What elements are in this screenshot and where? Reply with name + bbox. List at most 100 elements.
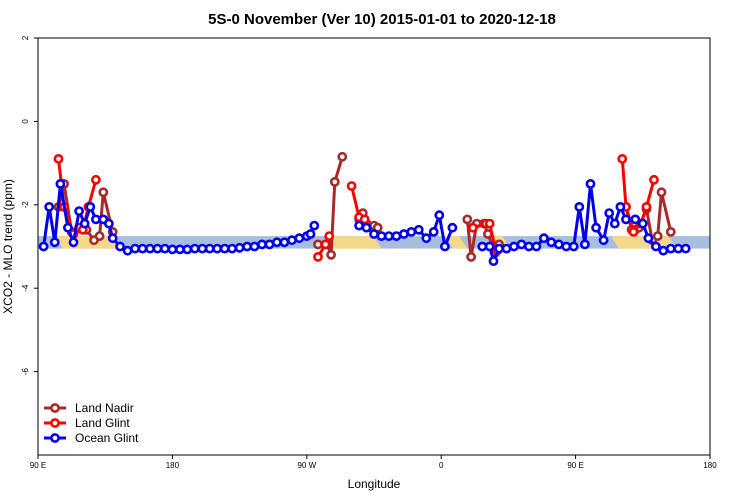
legend-label-1: Land Glint bbox=[75, 416, 130, 430]
series-1-point-3-0 bbox=[467, 222, 478, 233]
series-2-point-0-20 bbox=[167, 244, 178, 255]
series-2-point-1-12 bbox=[439, 241, 450, 252]
y-tick-label-4: -6 bbox=[21, 367, 30, 375]
series-2-point-2-28 bbox=[665, 243, 676, 254]
series-2-point-0-1 bbox=[44, 201, 55, 212]
series-2-point-1-2 bbox=[369, 229, 379, 239]
x-axis-label: Longitude bbox=[348, 477, 401, 491]
series-2-point-0-28 bbox=[227, 243, 237, 254]
series-2-point-0-16 bbox=[137, 243, 148, 254]
series-2-point-2-19 bbox=[604, 208, 615, 218]
series-2-point-2-22 bbox=[621, 214, 631, 225]
series-2-point-0-13 bbox=[115, 241, 125, 252]
series-2-point-2-21 bbox=[615, 201, 626, 212]
series-2-point-0-37 bbox=[294, 233, 305, 244]
series-2-point-0-2 bbox=[49, 237, 60, 248]
series-2-point-0-11 bbox=[104, 218, 114, 229]
series-2-point-0-32 bbox=[257, 239, 267, 250]
series-2-point-2-4 bbox=[501, 243, 512, 254]
series-2-point-0-4 bbox=[63, 222, 73, 233]
series-2-point-2-14 bbox=[574, 201, 585, 212]
series-2-point-1-8 bbox=[413, 224, 424, 235]
series-2-point-2-13 bbox=[568, 241, 579, 252]
series-2-point-0-35 bbox=[279, 237, 290, 248]
series-2-point-2-26 bbox=[651, 241, 661, 252]
series-0-point-1-0 bbox=[313, 239, 323, 250]
series-2-point-0-25 bbox=[204, 243, 215, 254]
x-tick-label-3: 0 bbox=[439, 461, 444, 470]
series-2-point-0-0 bbox=[38, 241, 49, 252]
y-tick-label-3: -4 bbox=[21, 284, 30, 292]
series-0-point-4-7 bbox=[656, 187, 667, 198]
series-0-point-0-6 bbox=[94, 231, 105, 241]
series-2-point-0-29 bbox=[234, 242, 245, 253]
series-2-point-2-25 bbox=[643, 233, 654, 244]
series-2-point-2-11 bbox=[553, 239, 564, 250]
series-2-point-2-20 bbox=[609, 218, 620, 229]
series-2-point-2-18 bbox=[598, 235, 609, 246]
series-1-point-2-2 bbox=[359, 214, 370, 225]
legend-marker-1 bbox=[50, 418, 60, 428]
series-2-point-1-1 bbox=[361, 222, 372, 233]
series-0-point-0-7 bbox=[98, 187, 109, 198]
x-tick-label-1: 180 bbox=[166, 461, 180, 470]
legend-label-2: Ocean Glint bbox=[75, 431, 139, 445]
series-2-point-1-7 bbox=[406, 226, 417, 237]
series-2-point-1-13 bbox=[447, 222, 458, 233]
plot-frame bbox=[37, 37, 711, 456]
land-band-2 bbox=[444, 236, 468, 249]
series-2-point-0-12 bbox=[107, 233, 118, 244]
series-2-point-1-5 bbox=[391, 231, 402, 241]
series-0-point-1-4 bbox=[337, 151, 348, 162]
series-2-point-2-8 bbox=[531, 241, 542, 252]
x-tick-label-2: 90 W bbox=[297, 461, 316, 470]
series-1-point-1-1 bbox=[320, 239, 331, 250]
series-2 bbox=[38, 178, 691, 266]
x-axis: 90 E 180 90 W 0 90 E 180 bbox=[30, 455, 717, 470]
series-2-point-1-10 bbox=[428, 226, 439, 237]
chart-title: 5S-0 November (Ver 10) 2015-01-01 to 202… bbox=[208, 11, 556, 28]
legend-marker-0 bbox=[50, 403, 60, 413]
series-0-point-1-3 bbox=[329, 176, 340, 187]
series-2-point-1-11 bbox=[434, 210, 445, 221]
series-1-point-1-2 bbox=[324, 231, 335, 241]
series-1-point-4-5 bbox=[649, 174, 659, 185]
series-2-point-0-22 bbox=[182, 244, 193, 255]
series-2-point-2-5 bbox=[509, 241, 519, 252]
series-2-point-0-34 bbox=[271, 237, 282, 248]
series-2-point-0-7 bbox=[79, 218, 90, 229]
series-2-point-2-1 bbox=[484, 241, 495, 252]
series-2-point-0-19 bbox=[159, 243, 170, 254]
series-0-point-4-8 bbox=[665, 226, 676, 237]
series-0-point-1-2 bbox=[326, 249, 336, 260]
x-tick-label-5: 180 bbox=[703, 461, 717, 470]
series-2-point-2-16 bbox=[585, 178, 596, 189]
series-2-point-2-2 bbox=[488, 256, 499, 266]
series-2-point-0-6 bbox=[74, 206, 84, 216]
series-2-point-2-7 bbox=[524, 241, 534, 252]
series-1-point-2-0 bbox=[346, 181, 357, 191]
series-layer bbox=[38, 151, 691, 266]
series-2-point-2-24 bbox=[637, 218, 648, 229]
series-2-point-2-9 bbox=[539, 233, 549, 244]
series-1-point-4-4 bbox=[641, 201, 652, 212]
series-2-point-0-23 bbox=[189, 243, 200, 254]
x-tick-label-4: 90 E bbox=[567, 461, 583, 470]
y-axis-label: XCO2 - MLO trend (ppm) bbox=[1, 179, 15, 314]
series-2-point-2-15 bbox=[580, 239, 590, 250]
y-tick-label-2: -2 bbox=[21, 201, 30, 209]
series-2-point-0-5 bbox=[68, 237, 79, 248]
series-2-point-2-10 bbox=[546, 237, 557, 248]
series-1-point-1-0 bbox=[313, 251, 323, 262]
series-2-point-0-14 bbox=[122, 245, 133, 256]
legend-marker-2 bbox=[50, 433, 60, 443]
series-2-point-2-17 bbox=[591, 222, 601, 233]
series-2-point-0-17 bbox=[145, 243, 155, 254]
series-0-point-3-0 bbox=[462, 214, 473, 225]
series-2-point-0-31 bbox=[249, 241, 260, 252]
series-1-point-0-5 bbox=[91, 174, 101, 185]
series-2-point-0-36 bbox=[286, 235, 297, 246]
series-2-point-0-40 bbox=[309, 220, 320, 231]
